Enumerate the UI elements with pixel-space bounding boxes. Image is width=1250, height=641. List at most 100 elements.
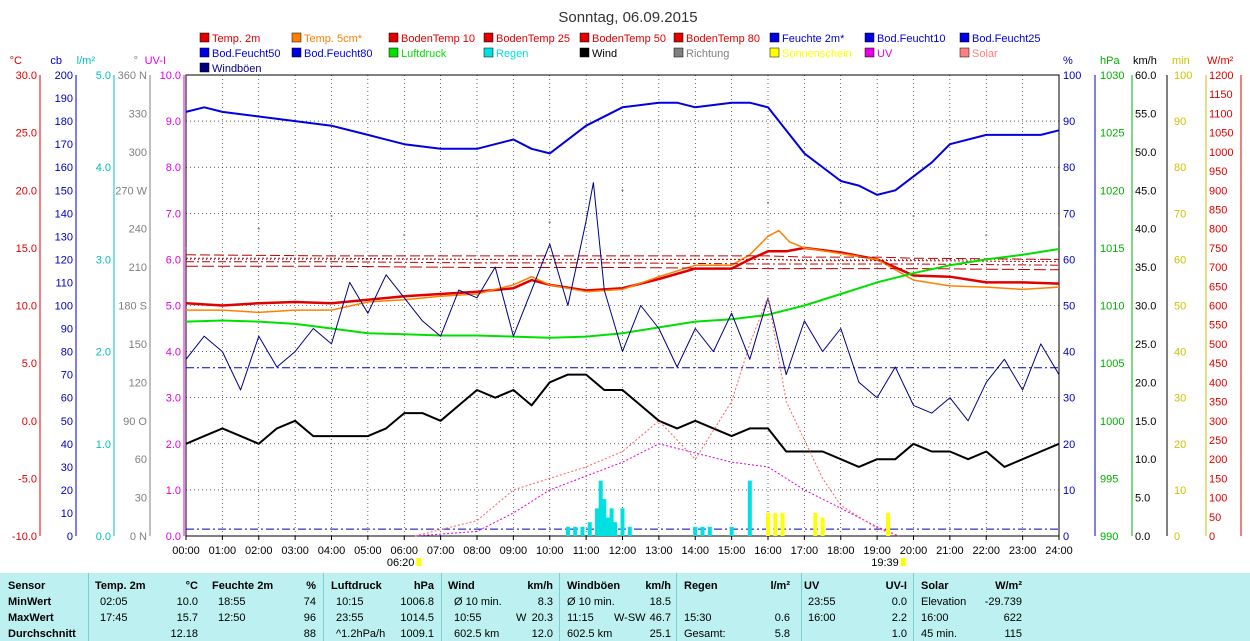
bar	[627, 526, 632, 536]
legend-swatch	[388, 32, 399, 43]
axis-tick-wind: 5.0	[1135, 493, 1150, 505]
direction-point	[476, 214, 478, 217]
axis-tick-sun: 0	[1174, 531, 1180, 543]
axis-tick-cb: 10	[61, 508, 73, 520]
axis-tick-cb: 120	[55, 254, 73, 266]
legend-swatch	[199, 47, 210, 58]
stats-cell: 96	[303, 612, 316, 624]
stats-cell: 1009.1	[400, 628, 434, 640]
axes: °C 30.0 25.0 20.0 15.0 10.0 5.0 0.0 -5.0 -10.0 cb 2…	[10, 55, 1242, 543]
stats-cell: 20.3	[531, 612, 553, 624]
series-line	[185, 254, 1060, 260]
legend-item: Wind	[592, 48, 617, 60]
stats-cell: Elevation	[921, 596, 967, 608]
legend-item: Bod.Feucht10	[877, 33, 946, 45]
axis-tick-solar: 600	[1209, 301, 1227, 313]
bar	[620, 508, 625, 536]
legend-swatch	[959, 32, 970, 43]
axis-tick-uv: 0.0	[166, 531, 181, 543]
stats-cell: 12.18	[170, 628, 198, 640]
axis-tick-solar: 1100	[1209, 108, 1233, 120]
axis-tick-solar: 900	[1209, 185, 1227, 197]
legend-swatch	[673, 32, 684, 43]
legend-item: BodenTemp 10	[401, 33, 475, 45]
axis-tick-uv: 5.0	[166, 301, 181, 313]
axis-tick-solar: 1150	[1209, 89, 1233, 101]
axis-tick-press: 1020	[1100, 185, 1124, 197]
stats-cell: 1006.8	[400, 596, 434, 608]
axis-tick-uv: 7.0	[166, 208, 181, 220]
x-tick-label: 10:00	[536, 545, 564, 557]
axis-tick-sun: 10	[1174, 485, 1186, 497]
stats-separator	[441, 573, 442, 641]
axis-tick-uv: 3.0	[166, 393, 181, 405]
x-tick-label: 13:00	[645, 545, 673, 557]
legend-item: BodenTemp 80	[686, 33, 760, 45]
stats-cell: Wind	[448, 580, 475, 592]
stats-cell: UV-I	[885, 580, 907, 592]
legend-item: Regen	[496, 48, 528, 60]
series-line	[186, 261, 1060, 266]
axis-unit-cb: cb	[50, 55, 62, 67]
axis-tick-rain: 3.0	[96, 254, 111, 266]
x-tick-label: 21:00	[936, 545, 964, 557]
axis-unit-temp: °C	[10, 55, 22, 67]
stats-cell: W/m²	[995, 580, 1022, 592]
axis-tick-cb: 150	[55, 185, 73, 197]
stats-cell: 10:55	[454, 612, 482, 624]
stats-cell: 12.0	[531, 628, 553, 640]
stats-cell: 1.0	[891, 628, 907, 640]
stats-cell: UV	[804, 580, 820, 592]
series-line	[415, 296, 900, 537]
axis-tick-solar: 650	[1209, 281, 1227, 293]
axis-tick-sun: 90	[1174, 116, 1186, 128]
axis-tick-sun: 70	[1174, 208, 1186, 220]
axis-tick-sun: 30	[1174, 393, 1186, 405]
stats-cell: 02:05	[100, 596, 128, 608]
series-line	[185, 182, 1060, 422]
axis-tick-cb: 80	[61, 347, 73, 359]
x-tick-label: 04:00	[318, 545, 346, 557]
axis-tick-uv: 6.0	[166, 254, 181, 266]
stats-cell: 12:50	[218, 612, 246, 624]
axis-tick-hum: 10	[1063, 485, 1075, 497]
axis-tick-solar: 450	[1209, 358, 1227, 370]
axis-tick-solar: 1000	[1209, 147, 1233, 159]
axis-tick-cb: 40	[61, 439, 73, 451]
bar	[609, 508, 614, 536]
axis-tick-temp: -10.0	[12, 531, 37, 543]
axis-tick-hum: 70	[1063, 208, 1075, 220]
axis-tick-uv: 9.0	[166, 116, 181, 128]
stats-cell: hPa	[413, 580, 434, 592]
stats-cell: Regen	[684, 580, 718, 592]
axis-tick-cb: 190	[55, 93, 73, 105]
axis-tick-sun: 20	[1174, 439, 1186, 451]
axis-tick-dir: 360 N	[118, 70, 147, 82]
sunset-label: 19:39	[871, 557, 899, 569]
bar	[780, 512, 785, 536]
axis-unit-uv: UV-I	[145, 55, 166, 67]
legend-item: Sonnenschein	[782, 48, 852, 60]
series-line	[186, 229, 1060, 314]
stats-cell: Luftdruck	[331, 580, 382, 592]
x-axis: 00:00 01:00 02:00 03:00 04:00 05:00 06:00 07:00…	[172, 536, 1073, 566]
stats-cell: MaxWert	[8, 612, 54, 624]
axis-tick-hum: 20	[1063, 439, 1075, 451]
legend-swatch	[579, 47, 590, 58]
legend-item: Temp. 5cm*	[304, 33, 363, 45]
axis-tick-rain: 5.0	[96, 70, 111, 82]
axis-tick-wind: 30.0	[1135, 301, 1156, 313]
axis-tick-cb: 200	[55, 70, 73, 82]
axis-tick-solar: 0	[1209, 531, 1215, 543]
axis-tick-solar: 200	[1209, 454, 1227, 466]
direction-point	[1058, 227, 1060, 230]
axis-tick-solar: 850	[1209, 204, 1227, 216]
stats-cell: 1014.5	[400, 612, 434, 624]
stats-cell: Ø 10 min.	[454, 596, 502, 608]
axis-tick-dir: 210	[129, 262, 147, 274]
axis-unit-press: hPa	[1100, 55, 1120, 67]
legend-swatch	[769, 32, 780, 43]
axis-tick-dir: 150	[129, 339, 147, 351]
stats-cell: 17:45	[100, 612, 128, 624]
axis-tick-sun: 50	[1174, 301, 1186, 313]
